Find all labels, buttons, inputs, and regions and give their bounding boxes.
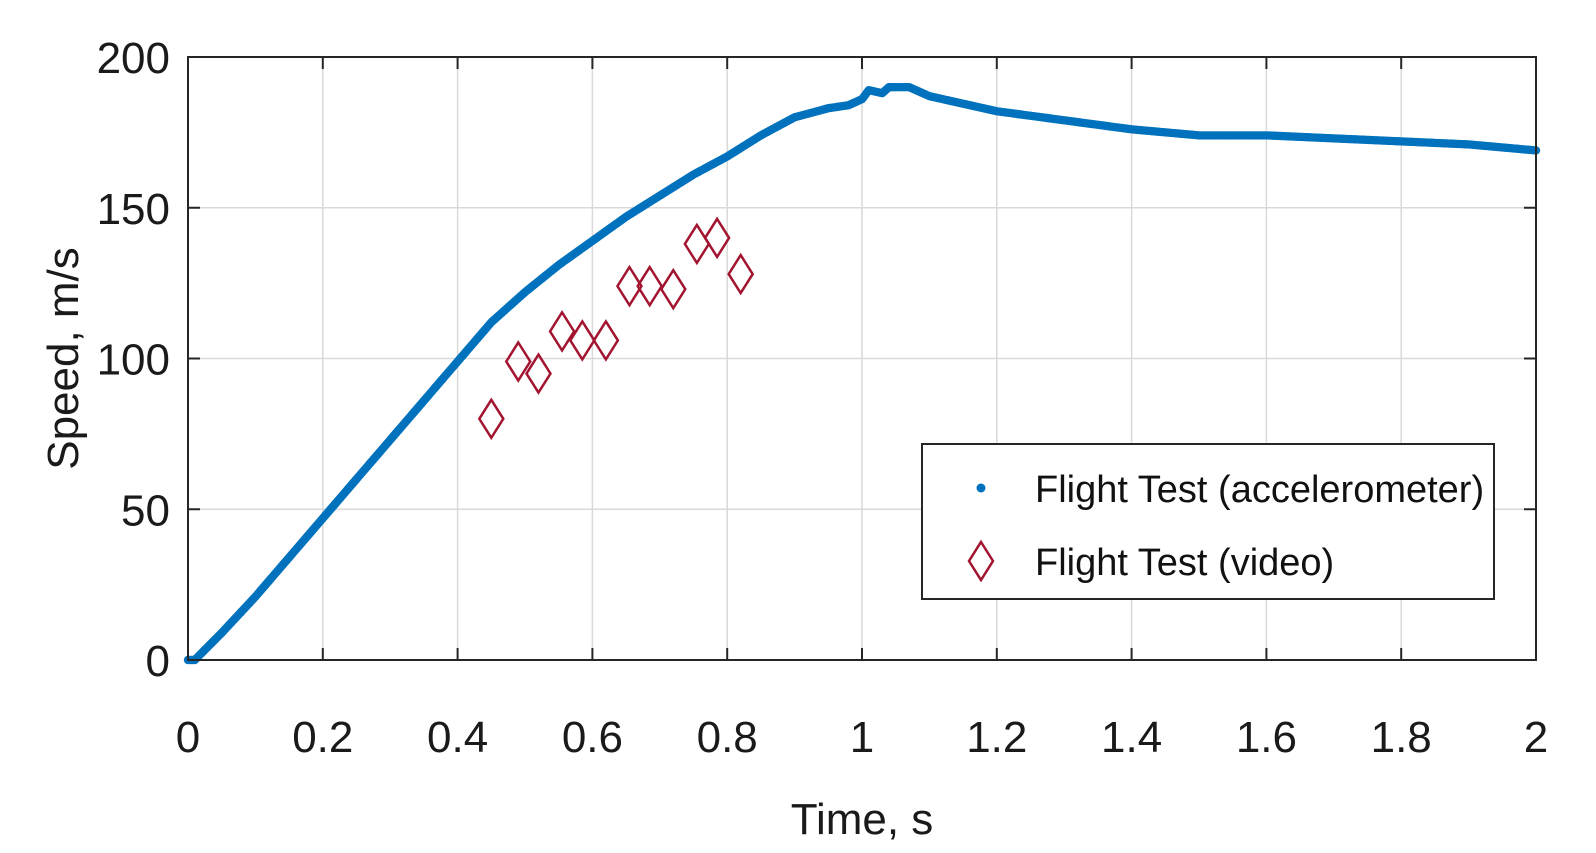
series-layer — [183, 82, 1541, 665]
tick-labels: 0 0.2 0.4 0.6 0.8 1 1.2 1.4 1.6 1.8 2 0 50 100 150 200 — [97, 34, 1549, 762]
video-point — [615, 264, 643, 308]
x-axis-title: Time, s — [791, 795, 934, 844]
video-point — [548, 310, 576, 353]
x-tick-label: 0 — [176, 713, 200, 762]
video-point — [592, 319, 620, 362]
series-video — [477, 216, 755, 441]
video-point — [659, 267, 687, 311]
video-point — [477, 397, 505, 441]
legend: Flight Test (accelerometer) Flight Test … — [921, 443, 1495, 600]
y-tick-label: 50 — [121, 486, 170, 535]
x-tick-label: 1.4 — [1101, 713, 1162, 762]
series-accelerometer — [183, 82, 1541, 665]
legend-label-accelerometer: Flight Test (accelerometer) — [1035, 469, 1484, 511]
y-tick-label: 100 — [97, 336, 170, 385]
y-tick-label: 200 — [97, 34, 170, 83]
legend-marker-video — [967, 539, 995, 583]
y-axis-title: Speed, m/s — [39, 247, 88, 470]
y-tick-label: 0 — [146, 637, 170, 686]
x-tick-label: 0.2 — [292, 713, 353, 762]
video-point — [568, 319, 596, 362]
x-tick-label: 0.4 — [427, 713, 488, 762]
y-tick-label: 150 — [97, 185, 170, 234]
x-tick-label: 1.6 — [1236, 713, 1297, 762]
legend-label-video: Flight Test (video) — [1035, 542, 1334, 584]
legend-diamond-icon — [967, 539, 995, 583]
x-tick-label: 0.8 — [697, 713, 758, 762]
video-point — [525, 352, 552, 395]
legend-dot-icon — [976, 483, 986, 493]
x-tick-label: 1.2 — [966, 713, 1027, 762]
video-point — [727, 252, 755, 296]
video-point — [703, 216, 731, 260]
legend-box — [921, 443, 1495, 600]
x-tick-label: 1 — [850, 713, 874, 762]
legend-marker-accelerometer — [976, 483, 986, 493]
video-point — [504, 340, 532, 383]
x-tick-label: 2 — [1524, 713, 1548, 762]
axis-ticks — [187, 56, 1537, 661]
x-tick-label: 1.8 — [1371, 713, 1432, 762]
video-point — [636, 264, 664, 308]
x-tick-label: 0.6 — [562, 713, 623, 762]
